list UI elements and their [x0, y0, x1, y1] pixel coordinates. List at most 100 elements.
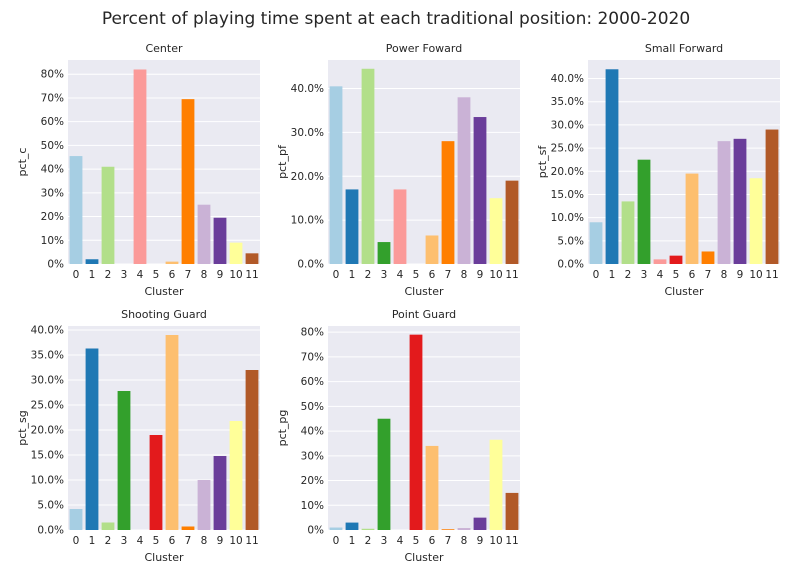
bar	[621, 201, 635, 264]
x-tick-label: 8	[201, 269, 208, 281]
y-tick-label: 35.0%	[31, 350, 64, 362]
x-tick-label: 5	[673, 269, 680, 281]
x-tick-label: 8	[721, 269, 728, 281]
subplot-title: Center	[145, 42, 183, 55]
y-tick-label: 15.0%	[551, 189, 584, 201]
y-tick-label: 70%	[41, 92, 64, 104]
y-tick-label: 40%	[301, 426, 324, 438]
bar	[701, 251, 715, 264]
x-tick-label: 5	[153, 535, 160, 547]
x-tick-label: 11	[505, 269, 518, 281]
bar	[101, 166, 115, 264]
bar	[197, 480, 211, 530]
x-tick-label: 1	[89, 535, 96, 547]
x-tick-label: 7	[185, 269, 192, 281]
x-tick-label: 3	[381, 269, 388, 281]
bar	[605, 69, 619, 264]
bar	[733, 138, 747, 264]
bar	[653, 259, 667, 264]
x-tick-label: 2	[365, 535, 372, 547]
x-tick-label: 8	[461, 269, 468, 281]
x-tick-label: 11	[765, 269, 778, 281]
bar	[361, 68, 375, 264]
bar	[229, 242, 243, 264]
y-tick-label: 25.0%	[551, 143, 584, 155]
y-tick-label: 70%	[301, 351, 324, 363]
y-axis-label: pct_pg	[276, 410, 289, 447]
bar	[589, 222, 603, 264]
x-tick-label: 5	[153, 269, 160, 281]
x-axis-label: Cluster	[664, 285, 704, 298]
y-tick-label: 20.0%	[551, 166, 584, 178]
bar	[117, 391, 131, 530]
plot-area	[68, 326, 260, 530]
y-tick-label: 5.0%	[557, 235, 584, 247]
bar	[489, 439, 503, 530]
bar	[441, 141, 455, 264]
subplot-title: Power Foward	[386, 42, 462, 55]
x-tick-label: 2	[105, 535, 112, 547]
y-tick-label: 35.0%	[551, 96, 584, 108]
y-tick-label: 5.0%	[37, 500, 64, 512]
bar	[85, 259, 99, 264]
x-tick-label: 8	[461, 535, 468, 547]
x-tick-label: 7	[705, 269, 712, 281]
y-tick-label: 30%	[41, 187, 64, 199]
x-tick-label: 5	[413, 535, 420, 547]
y-tick-label: 10%	[41, 235, 64, 247]
x-tick-label: 10	[489, 269, 502, 281]
subplot-title: Small Forward	[645, 42, 723, 55]
y-tick-label: 60%	[301, 376, 324, 388]
x-tick-label: 0	[73, 535, 80, 547]
x-axis-label: Cluster	[404, 551, 444, 564]
x-tick-label: 8	[201, 535, 208, 547]
x-tick-label: 10	[229, 269, 242, 281]
subplot-4: 0.0%5.0%10.0%15.0%20.0%25.0%30.0%35.0%40…	[16, 308, 260, 564]
bar	[245, 370, 259, 530]
y-tick-label: 20.0%	[291, 171, 324, 183]
bar	[213, 217, 227, 264]
subplot-title: Point Guard	[392, 308, 456, 321]
bar	[181, 526, 195, 530]
x-tick-label: 0	[333, 535, 340, 547]
x-tick-label: 0	[593, 269, 600, 281]
y-tick-label: 0.0%	[37, 525, 64, 537]
bar	[669, 255, 683, 264]
x-tick-label: 4	[397, 269, 404, 281]
bar	[473, 117, 487, 264]
bar	[345, 189, 359, 264]
y-axis-label: pct_sf	[536, 145, 549, 179]
x-tick-label: 3	[641, 269, 648, 281]
x-tick-label: 3	[381, 535, 388, 547]
bar	[69, 156, 83, 264]
y-tick-label: 30.0%	[291, 127, 324, 139]
y-tick-label: 40%	[41, 164, 64, 176]
y-tick-label: 0.0%	[297, 259, 324, 271]
x-tick-label: 0	[333, 269, 340, 281]
bar	[393, 189, 407, 264]
x-tick-label: 7	[445, 269, 452, 281]
bar	[85, 348, 99, 530]
y-tick-label: 20.0%	[31, 425, 64, 437]
y-tick-label: 25.0%	[31, 400, 64, 412]
x-tick-label: 10	[489, 535, 502, 547]
y-tick-label: 50%	[301, 401, 324, 413]
y-axis-label: pct_c	[16, 148, 29, 177]
y-tick-label: 40.0%	[31, 325, 64, 337]
bar	[473, 517, 487, 530]
y-tick-label: 20%	[301, 475, 324, 487]
bar	[505, 492, 519, 530]
x-tick-label: 6	[169, 269, 176, 281]
bar	[505, 180, 519, 264]
x-tick-label: 9	[217, 269, 224, 281]
bar	[165, 261, 179, 264]
x-tick-label: 11	[505, 535, 518, 547]
x-axis-label: Cluster	[144, 551, 184, 564]
y-tick-label: 10.0%	[291, 215, 324, 227]
x-tick-label: 3	[121, 535, 128, 547]
y-tick-label: 0.0%	[557, 259, 584, 271]
bar	[425, 445, 439, 530]
bar	[149, 435, 163, 530]
subplot-1: 0% 10% 20% 30% 40% 50% 60% 70% 80% 0 1 2 3 4 5 6 7 8 9 10 11…	[16, 42, 260, 298]
